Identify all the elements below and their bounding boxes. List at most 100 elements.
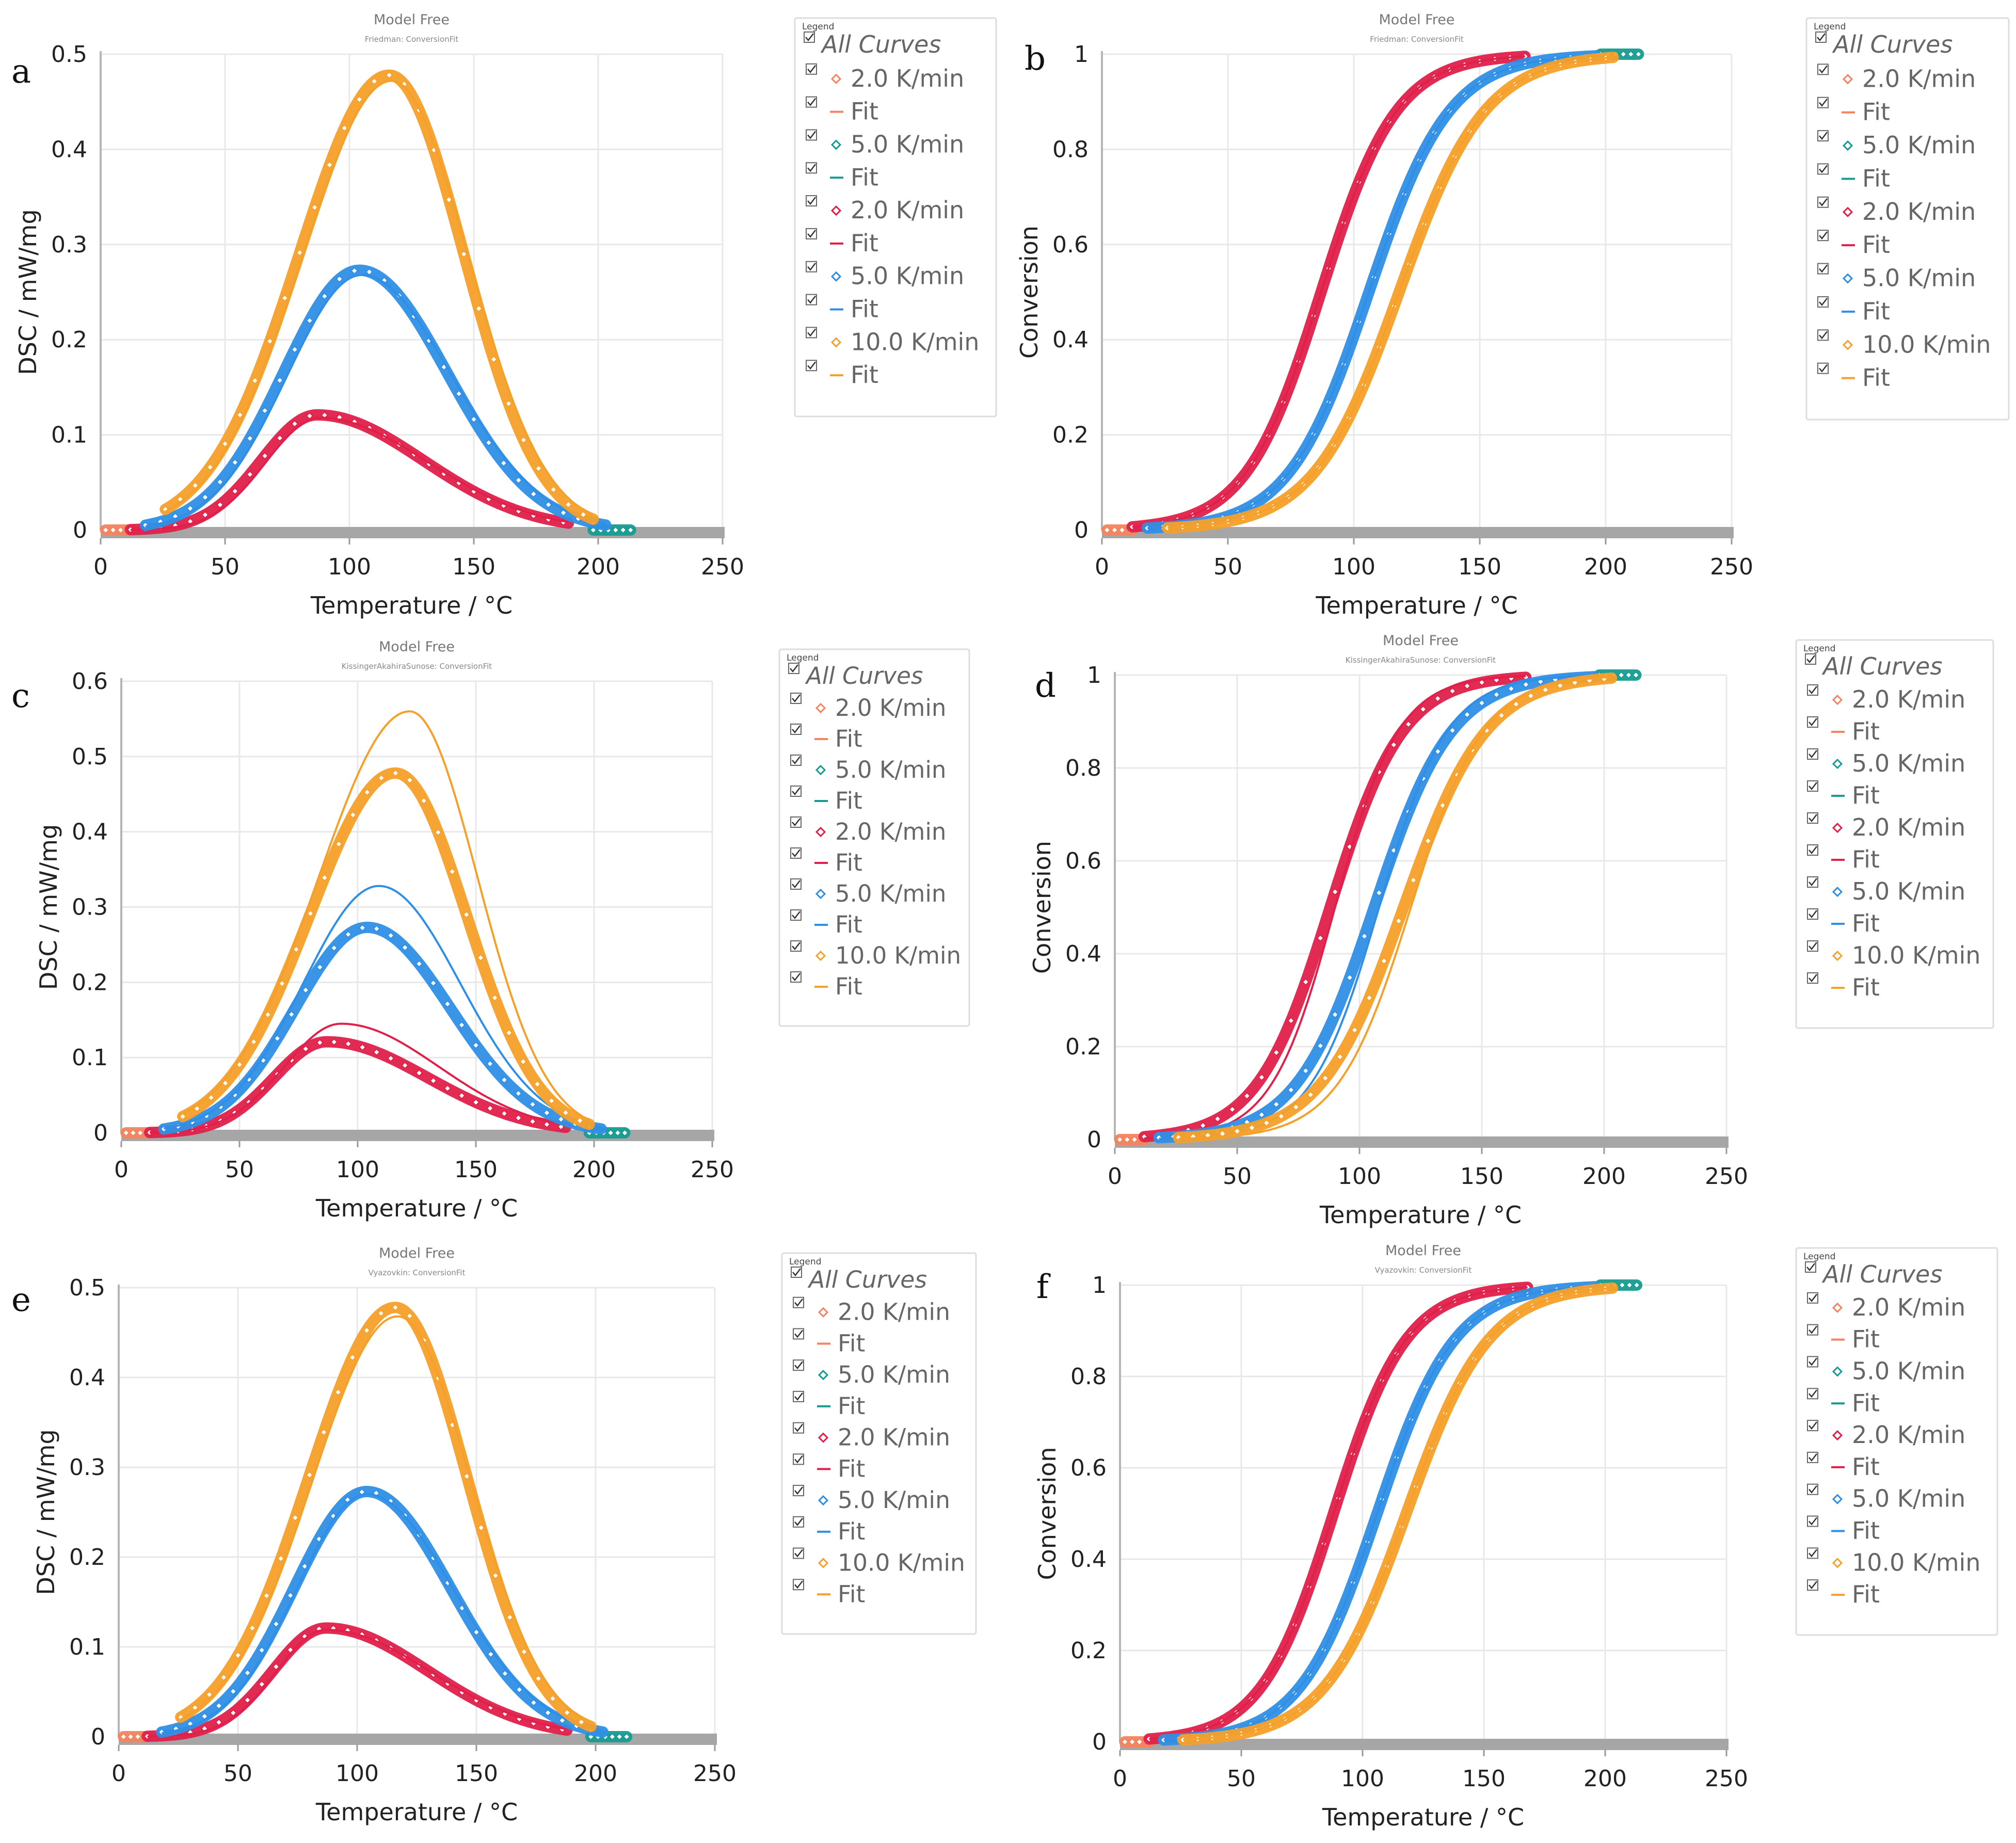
x-axis-label: Temperature / °C	[315, 1194, 518, 1222]
legend-entry[interactable]: Fit	[1852, 1325, 1880, 1353]
legend-entry[interactable]: Fit	[1862, 231, 1890, 259]
legend-entry[interactable]: Fit	[835, 725, 862, 752]
data-point	[1617, 671, 1625, 679]
legend-entry[interactable]: 2.0 K/min	[838, 1299, 950, 1326]
legend-entry[interactable]: 5.0 K/min	[1852, 1357, 1965, 1385]
legend-entry[interactable]: Fit	[835, 849, 862, 876]
legend-entry[interactable]: Fit	[838, 1580, 865, 1608]
legend-entry[interactable]: 10.0 K/min	[1862, 330, 1991, 358]
legend-box	[1795, 639, 1994, 1029]
legend-entry[interactable]: Fit	[838, 1518, 865, 1545]
legend-entry[interactable]: Fit	[1852, 1389, 1880, 1417]
legend-entry[interactable]: 10.0 K/min	[851, 328, 979, 356]
legend-entry[interactable]: Fit	[1852, 845, 1880, 873]
legend-all-curves[interactable]: All Curves	[1821, 652, 1942, 680]
legend-entry[interactable]: Fit	[851, 163, 878, 191]
check-mark-icon	[794, 1518, 803, 1526]
legend-entry[interactable]: 2.0 K/min	[1862, 198, 1976, 226]
data-point	[1155, 1133, 1163, 1142]
x-tick-label: 200	[1583, 1766, 1627, 1792]
legend-entry[interactable]: 5.0 K/min	[1852, 877, 1965, 905]
legend-entry[interactable]: 2.0 K/min	[838, 1424, 950, 1451]
legend-entry[interactable]: Fit	[1862, 98, 1890, 126]
legend-entry[interactable]: 2.0 K/min	[851, 65, 964, 92]
legend-all-curves[interactable]: All Curves	[805, 662, 923, 690]
legend-entry[interactable]: Fit	[1852, 1453, 1880, 1481]
x-axis-band	[101, 527, 725, 538]
legend-entry[interactable]: 5.0 K/min	[1852, 749, 1965, 777]
legend-entry[interactable]: Fit	[1852, 973, 1880, 1001]
legend-entry[interactable]: 2.0 K/min	[1852, 1293, 1965, 1321]
series-2	[124, 409, 574, 536]
data-point	[172, 1725, 180, 1733]
legend-entry[interactable]: 5.0 K/min	[835, 880, 946, 907]
legend-entry[interactable]: 5.0 K/min	[1862, 264, 1976, 292]
y-tick-label: 0.3	[72, 894, 108, 921]
legend-entry[interactable]: Fit	[838, 1392, 865, 1420]
legend-entry[interactable]: 5.0 K/min	[835, 756, 946, 783]
data-point	[216, 478, 224, 486]
legend-entry[interactable]: Fit	[835, 973, 862, 1000]
legend-entry[interactable]: Fit	[838, 1455, 865, 1482]
check-mark-icon	[1819, 132, 1828, 140]
legend-entry[interactable]: Fit	[1852, 1517, 1880, 1545]
y-axis-label: Conversion	[1033, 1447, 1061, 1580]
diamond-marker-icon	[830, 205, 842, 216]
legend-entry[interactable]: 5.0 K/min	[1862, 131, 1976, 159]
data-point	[244, 1669, 251, 1677]
legend-entry[interactable]: 10.0 K/min	[1852, 1548, 1980, 1576]
data-point	[306, 316, 314, 325]
data-point	[1248, 1124, 1256, 1132]
y-tick-label: 0.2	[72, 969, 108, 996]
data-point	[519, 1057, 527, 1066]
legend-entry[interactable]: 5.0 K/min	[838, 1361, 950, 1388]
diamond-marker-icon	[1832, 886, 1843, 898]
x-tick-label: 100	[1338, 1163, 1381, 1190]
legend-entry[interactable]: 2.0 K/min	[1852, 813, 1965, 841]
data-point	[564, 501, 572, 508]
legend-entry[interactable]: 10.0 K/min	[835, 942, 961, 969]
legend-entry[interactable]: Fit	[835, 787, 862, 814]
legend-entry[interactable]: Fit	[1852, 1580, 1880, 1608]
legend-entry[interactable]: Fit	[838, 1329, 865, 1357]
plot-area	[1114, 669, 1642, 1145]
legend-entry[interactable]: Fit	[835, 911, 862, 938]
legend-entry[interactable]: Fit	[1862, 364, 1890, 392]
legend-entry[interactable]: 2.0 K/min	[835, 818, 946, 845]
legend-all-curves[interactable]: All Curves	[1821, 1260, 1942, 1288]
legend-entry[interactable]: Fit	[1852, 717, 1880, 745]
panel-letter: e	[11, 1281, 31, 1319]
legend-entry[interactable]: Fit	[851, 229, 878, 257]
legend-entry[interactable]: 2.0 K/min	[1852, 1421, 1965, 1449]
fit-line	[149, 1022, 566, 1134]
legend-entry[interactable]: 10.0 K/min	[1852, 941, 1980, 969]
legend-entry[interactable]: 2.0 K/min	[1862, 65, 1976, 92]
legend-entry[interactable]: Fit	[1852, 909, 1880, 937]
diamond-marker-icon	[1842, 273, 1853, 284]
legend-entry[interactable]: Fit	[1862, 164, 1890, 192]
legend-entry[interactable]: 5.0 K/min	[851, 130, 964, 158]
check-mark-icon	[807, 98, 816, 106]
fit-line	[130, 416, 569, 531]
legend-entry[interactable]: 10.0 K/min	[838, 1549, 965, 1577]
check-mark-icon	[794, 1298, 803, 1307]
y-tick-label: 0.1	[69, 1634, 105, 1660]
legend-entry[interactable]: 2.0 K/min	[835, 694, 946, 722]
legend-entry[interactable]: 5.0 K/min	[1852, 1485, 1965, 1513]
legend-all-curves[interactable]: All Curves	[807, 1266, 927, 1293]
legend-all-curves[interactable]: All Curves	[820, 30, 941, 58]
legend-entry[interactable]: Fit	[1852, 781, 1880, 809]
data-point	[1118, 526, 1126, 534]
check-mark-icon	[1809, 1549, 1817, 1558]
legend-entry[interactable]: 5.0 K/min	[838, 1486, 950, 1514]
data-point	[1292, 1103, 1300, 1111]
legend-entry[interactable]: Fit	[851, 361, 878, 389]
legend-entry[interactable]: Fit	[851, 98, 878, 125]
legend-all-curves[interactable]: All Curves	[1832, 30, 1953, 58]
legend-entry[interactable]: Fit	[851, 295, 878, 323]
legend-entry[interactable]: Fit	[1862, 297, 1890, 325]
data-point	[261, 452, 269, 460]
legend-entry[interactable]: 5.0 K/min	[851, 262, 964, 290]
legend-entry[interactable]: 2.0 K/min	[851, 196, 964, 224]
legend-entry[interactable]: 2.0 K/min	[1852, 685, 1965, 713]
